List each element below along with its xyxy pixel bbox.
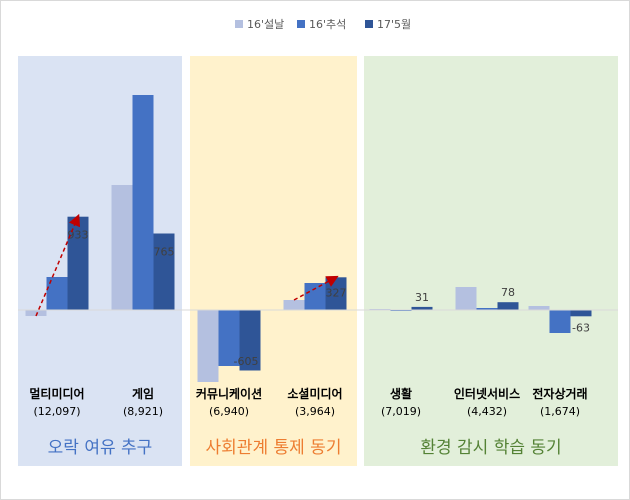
bar — [476, 308, 498, 310]
bar — [497, 302, 519, 310]
group-panel — [190, 56, 357, 466]
bar — [153, 233, 175, 310]
category-count: (8,921) — [123, 405, 163, 418]
category-count: (1,674) — [540, 405, 580, 418]
bar — [411, 306, 433, 310]
group-title: 오락 여유 추구 — [48, 438, 153, 458]
data-label: -63 — [572, 321, 590, 334]
category-count: (6,940) — [209, 405, 249, 418]
bar — [132, 95, 154, 310]
bar — [239, 310, 261, 371]
bar — [67, 216, 89, 310]
legend-swatch — [235, 20, 243, 28]
bar — [283, 300, 305, 310]
legend-label: 17'5월 — [377, 18, 411, 31]
group-panel — [364, 56, 618, 466]
trend-arrow — [293, 275, 339, 301]
bar — [304, 283, 326, 310]
category-label: 생활 — [390, 386, 412, 401]
category-label: 게임 — [132, 387, 154, 401]
category-label: 소셜미디어 — [287, 386, 342, 401]
bar — [46, 277, 68, 310]
data-label: 327 — [326, 286, 347, 299]
legend-label: 16'설날 — [247, 18, 284, 31]
bar — [197, 310, 219, 382]
category-count: (4,432) — [467, 405, 507, 418]
data-label: 933 — [68, 229, 89, 242]
legend-swatch — [297, 20, 305, 28]
trend-arrow — [35, 213, 81, 317]
category-label: 전자상거래 — [532, 386, 587, 401]
bar — [528, 306, 550, 310]
category-label: 커뮤니케이션 — [196, 386, 262, 401]
bar — [455, 287, 477, 310]
category-count: (12,097) — [33, 405, 80, 418]
bar — [111, 185, 133, 310]
legend-label: 16'추석 — [309, 18, 346, 31]
data-label: 765 — [154, 246, 175, 259]
legend-swatch — [365, 20, 373, 28]
bar — [549, 310, 571, 333]
group-title: 사회관계 통제 동기 — [206, 438, 342, 458]
bar — [218, 310, 240, 366]
data-label: -605 — [234, 355, 259, 368]
category-count: (3,964) — [295, 405, 335, 418]
category-label: 멀티미디어 — [29, 386, 84, 401]
group-title: 환경 감시 학습 동기 — [420, 438, 561, 458]
bar — [25, 310, 47, 316]
data-label: 78 — [501, 286, 515, 299]
category-label: 인터넷서비스 — [454, 386, 520, 401]
bar — [570, 310, 592, 317]
category-count: (7,019) — [381, 405, 421, 418]
data-label: 31 — [415, 291, 429, 304]
